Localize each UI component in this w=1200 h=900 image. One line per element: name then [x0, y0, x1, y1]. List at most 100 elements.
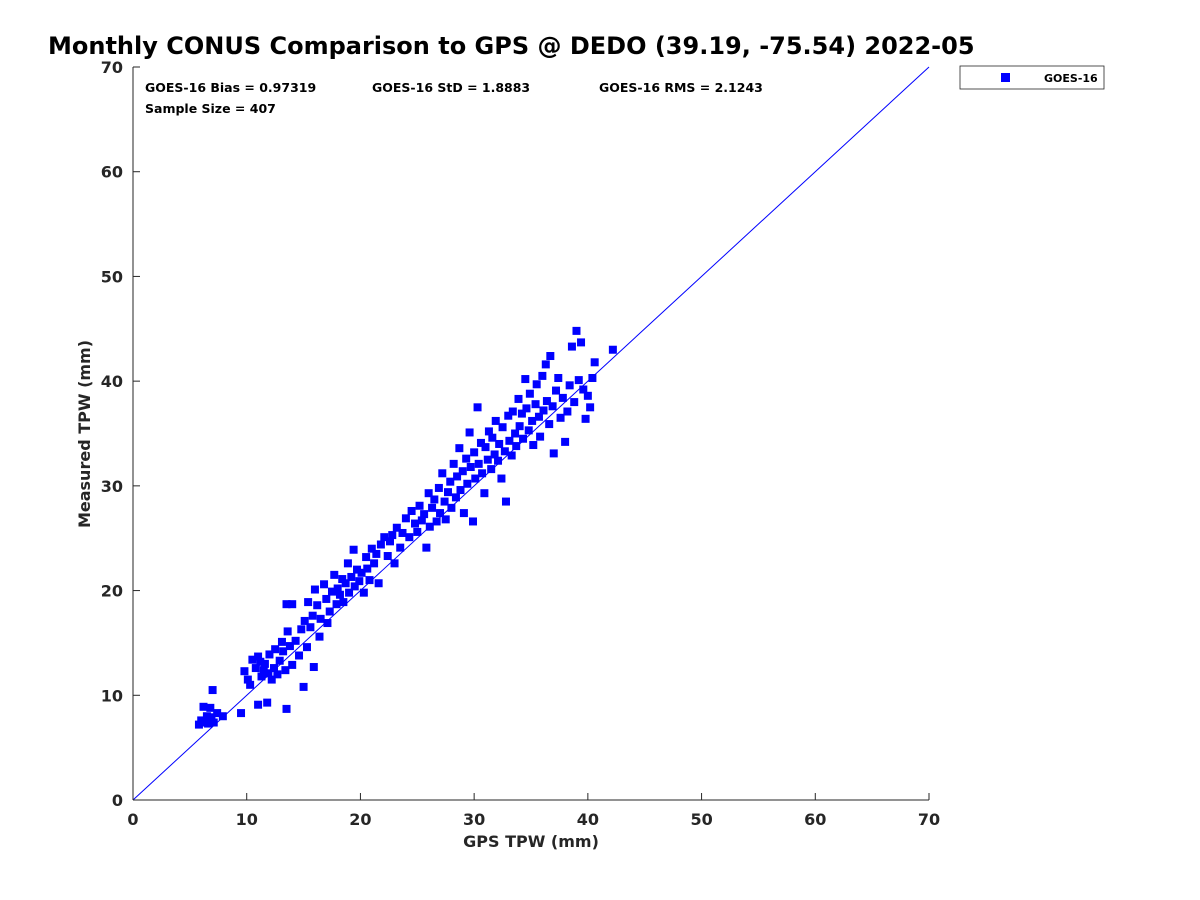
legend-marker [1001, 73, 1010, 82]
y-ticks-layer: 0 10 20 30 40 50 60 70 [101, 58, 140, 810]
data-point [248, 655, 257, 664]
data-point [260, 659, 269, 668]
data-point [415, 501, 424, 510]
x-ticks-layer: 0 10 20 30 40 50 60 70 [127, 793, 940, 829]
data-point [345, 588, 354, 597]
data-point [465, 428, 474, 437]
data-point [532, 380, 541, 389]
data-point [501, 497, 510, 506]
data-point [194, 720, 203, 729]
plot-area: 0 10 20 30 40 50 60 70 0 10 20 30 40 50 60 70 [101, 58, 940, 829]
data-point [333, 584, 342, 593]
data-point [383, 552, 392, 561]
data-point [359, 588, 368, 597]
data-point [308, 611, 317, 620]
data-point [556, 413, 565, 422]
data-point [508, 407, 517, 416]
data-point [279, 647, 288, 656]
data-point [315, 632, 324, 641]
data-point [256, 657, 265, 666]
data-point [316, 614, 325, 623]
stat-rms: GOES-16 RMS = 2.1243 [599, 80, 763, 95]
data-point [491, 416, 500, 425]
data-point [240, 667, 249, 676]
data-point [202, 712, 211, 721]
data-point [524, 426, 533, 435]
data-point [396, 543, 405, 552]
data-point [265, 650, 274, 659]
data-point [536, 432, 545, 441]
data-point [517, 409, 526, 418]
data-point [271, 645, 280, 654]
data-point [401, 514, 410, 523]
y-tick-label: 0 [112, 791, 123, 810]
data-point [297, 625, 306, 634]
data-point [372, 549, 381, 558]
data-point [263, 698, 272, 707]
data-point [588, 374, 597, 383]
data-point [283, 627, 292, 636]
y-axis-label: Measured TPW (mm) [75, 340, 94, 528]
data-point [476, 438, 485, 447]
data-point [304, 598, 313, 607]
data-point [487, 465, 496, 474]
data-point [538, 371, 547, 380]
data-point [365, 576, 374, 585]
y-tick-label: 40 [101, 372, 123, 391]
data-point [432, 517, 441, 526]
data-point [357, 568, 366, 577]
legend-box [959, 65, 1105, 90]
data-point [440, 497, 449, 506]
data-point [323, 619, 332, 628]
data-point [525, 389, 534, 398]
data-point [453, 472, 462, 481]
x-tick-label: 50 [690, 810, 712, 829]
data-point [522, 404, 531, 413]
data-point [481, 443, 490, 452]
y-tick-label: 50 [101, 267, 123, 286]
data-point [285, 642, 294, 651]
data-point [488, 433, 497, 442]
x-tick-label: 60 [804, 810, 826, 829]
data-point [424, 489, 433, 498]
data-point [209, 718, 218, 727]
legend-label: GOES-16 [1044, 72, 1098, 85]
data-point [586, 403, 595, 412]
data-point [484, 427, 493, 436]
data-point [574, 376, 583, 385]
data-point [259, 666, 268, 675]
data-point [347, 572, 356, 581]
data-point [546, 352, 555, 361]
data-point [339, 598, 348, 607]
data-point [449, 459, 458, 468]
data-point [478, 469, 487, 478]
data-point [267, 675, 276, 684]
data-point [458, 467, 467, 476]
data-point [561, 437, 570, 446]
data-point [590, 358, 599, 367]
data-point [531, 400, 540, 409]
data-point [243, 675, 252, 684]
data-point [281, 666, 290, 675]
data-point [451, 493, 460, 502]
data-point [398, 528, 407, 537]
data-point [376, 540, 385, 549]
data-point [273, 670, 282, 679]
data-point [548, 402, 557, 411]
data-point [320, 580, 329, 589]
data-point [515, 422, 524, 431]
data-point [295, 651, 304, 660]
data-point [498, 423, 507, 432]
stat-bias: GOES-16 Bias = 0.97319 [145, 80, 316, 95]
data-point [299, 682, 308, 691]
data-point [512, 442, 521, 451]
data-point [583, 391, 592, 400]
data-point [251, 664, 260, 673]
data-point [446, 477, 455, 486]
data-point [341, 579, 350, 588]
data-point [495, 439, 504, 448]
data-point [473, 403, 482, 412]
data-point [565, 381, 574, 390]
data-point [309, 663, 318, 672]
